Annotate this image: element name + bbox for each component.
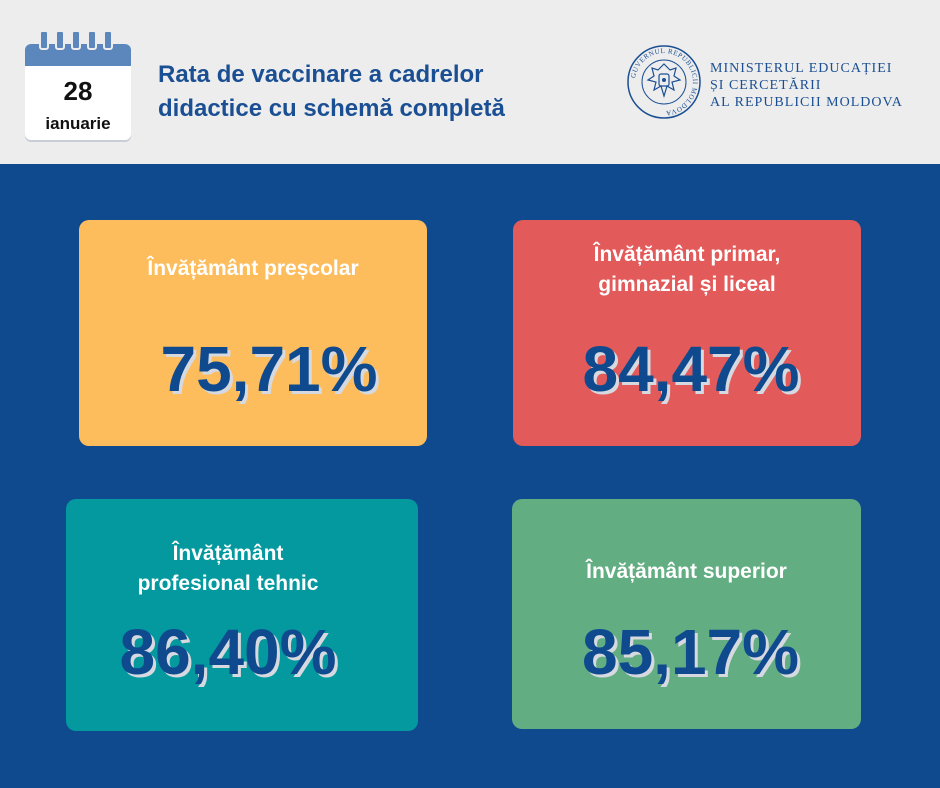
page-title: Rata de vaccinare a cadrelor didactice c… (158, 58, 588, 126)
card-value: 85,17% (581, 616, 800, 688)
card-label-line-1: Învățământ preșcolar (147, 257, 359, 280)
card-value: 84,47% (582, 333, 800, 405)
card-value: 86,40% (119, 616, 337, 688)
title-line-2: didactice cu schemă completă (158, 95, 505, 122)
title-line-1: Rata de vaccinare a cadrelor (158, 61, 484, 88)
card-label-line-1: Învățământ (172, 542, 284, 565)
ministry-line-2: ȘI CERCETĂRII (710, 78, 822, 93)
calendar-page: 28 ianuarie (25, 44, 131, 140)
calendar-month: ianuarie (45, 114, 111, 133)
card-label: Învățământ primar, gimnazial și liceal (513, 240, 861, 300)
card-label-line-2: gimnazial și liceal (598, 273, 776, 296)
calendar-ring (103, 30, 113, 50)
card-label-line-2: profesional tehnic (137, 572, 319, 595)
calendar-icon: 28 ianuarie (25, 30, 131, 140)
calendar-ring (39, 30, 49, 50)
card-value: 75,71% (160, 333, 378, 405)
ministry-line-3: AL REPUBLICII MOLDOVA (710, 95, 903, 110)
card-primar-gimnazial-liceal: Învățământ primar, gimnazial și liceal 8… (513, 220, 861, 446)
card-label: Învățământ superior (512, 557, 861, 587)
header-bar: 28 ianuarie Rata de vaccinare a cadrelor… (0, 0, 940, 164)
ministry-name: MINISTERUL EDUCAȚIEI ȘI CERCETĂRII AL RE… (710, 60, 903, 111)
card-label: Învățământ preșcolar (79, 254, 427, 284)
ministry-line-1: MINISTERUL EDUCAȚIEI (710, 61, 893, 76)
card-superior: Învățământ superior 85,17% (512, 499, 861, 729)
card-profesional-tehnic: Învățământ profesional tehnic 86,40% (66, 499, 418, 731)
calendar-ring (87, 30, 97, 50)
government-seal-icon: GUVERNUL REPUBLICII MOLDOVA (627, 45, 701, 119)
calendar-ring (55, 30, 65, 50)
calendar-day: 28 (63, 76, 93, 106)
card-label-line-1: Învățământ superior (586, 560, 787, 583)
card-label-line-1: Învățământ primar, (593, 243, 781, 266)
calendar-ring (71, 30, 81, 50)
card-label: Învățământ profesional tehnic (52, 539, 404, 599)
card-prescolar: Învățământ preșcolar 75,71% (79, 220, 427, 446)
